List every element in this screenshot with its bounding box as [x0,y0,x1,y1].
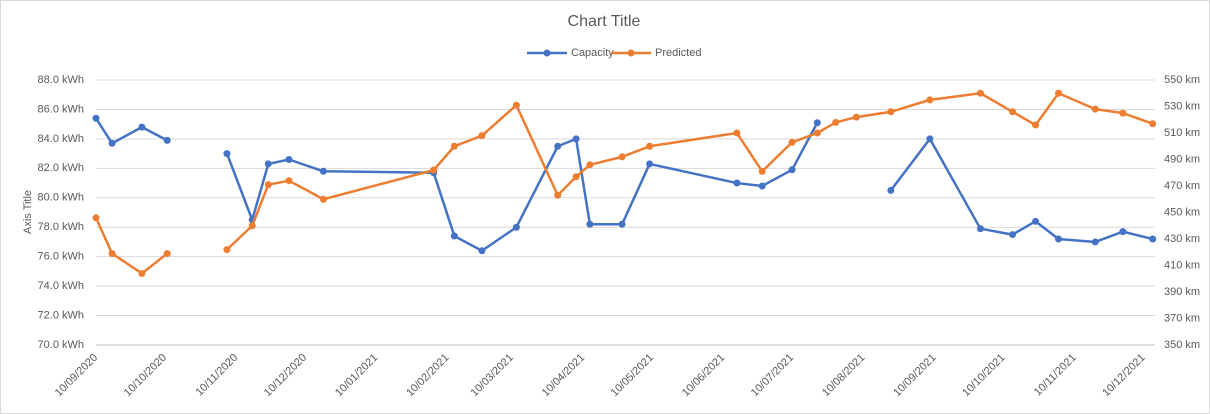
y-tick-label: 70.0 kWh [38,339,84,351]
y2-tick-label: 470 km [1164,180,1200,192]
point [248,222,256,230]
point [430,166,438,174]
point [138,269,146,277]
point [92,114,100,122]
y2-tick-label: 490 km [1164,153,1200,165]
point [887,108,895,116]
chart-title: Chart Title [568,13,641,30]
point [264,181,272,189]
point [1091,238,1099,246]
y-tick-label: 88.0 kWh [38,74,84,86]
point [512,101,520,109]
point [92,214,100,222]
y-tick-label: 76.0 kWh [38,251,84,263]
point [108,139,116,147]
point [1119,109,1127,117]
point [618,220,626,228]
y-tick-label: 74.0 kWh [38,280,84,292]
y-tick-label: 72.0 kWh [38,309,84,321]
y-axis-title: Axis Title [22,190,34,234]
point [832,118,840,126]
point [758,167,766,175]
point [1032,217,1040,225]
point [733,179,741,187]
point [163,136,171,144]
point [926,135,934,143]
legend-marker [627,49,635,57]
point [138,123,146,131]
y2-tick-label: 390 km [1164,286,1200,298]
point [758,182,766,190]
point [976,89,984,97]
point [586,220,594,228]
point [554,191,562,199]
point [813,119,821,127]
point [1149,235,1157,243]
y-tick-label: 82.0 kWh [38,162,84,174]
point [163,250,171,258]
point [1055,235,1063,243]
point [887,186,895,194]
point [1009,231,1017,239]
y2-tick-label: 450 km [1164,206,1200,218]
y2-tick-label: 550 km [1164,74,1200,86]
point [926,96,934,104]
point [478,132,486,140]
point [646,142,654,150]
point [223,150,231,158]
point [646,160,654,168]
point [1149,120,1157,128]
y2-tick-label: 370 km [1164,312,1200,324]
legend-label: Capacity [571,47,614,59]
y-tick-label: 78.0 kWh [38,221,84,233]
point [618,153,626,161]
point [572,173,580,181]
point [586,161,594,169]
point [478,247,486,255]
point [976,225,984,233]
point [788,166,796,174]
y-tick-label: 86.0 kWh [38,103,84,115]
point [1032,121,1040,129]
point [788,138,796,146]
legend-marker [543,49,551,57]
point [1091,105,1099,113]
point [554,142,562,150]
point [223,246,231,254]
point [733,129,741,137]
point [285,177,293,185]
point [512,223,520,231]
y2-tick-label: 410 km [1164,259,1200,271]
point [319,195,327,203]
y2-tick-label: 430 km [1164,233,1200,245]
legend-label: Predicted [655,47,701,59]
point [852,113,860,121]
point [1119,228,1127,236]
y2-tick-label: 530 km [1164,100,1200,112]
point [1055,89,1063,97]
point [264,160,272,168]
y-tick-label: 80.0 kWh [38,192,84,204]
y2-tick-label: 350 km [1164,339,1200,351]
point [450,232,458,240]
point [572,135,580,143]
point [1009,108,1017,116]
point [450,142,458,150]
y-tick-label: 84.0 kWh [38,133,84,145]
point [108,250,116,258]
point [813,129,821,137]
point [285,156,293,163]
point [319,167,327,175]
y2-tick-label: 510 km [1164,127,1200,139]
